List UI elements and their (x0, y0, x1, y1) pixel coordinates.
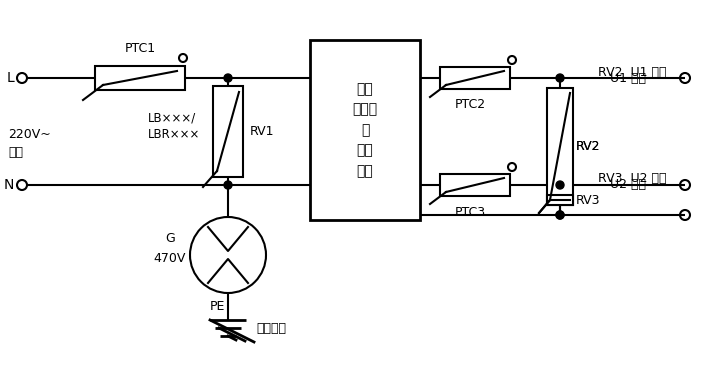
Text: 输入: 输入 (8, 146, 23, 158)
Circle shape (190, 217, 266, 293)
Text: PTC2: PTC2 (454, 99, 486, 112)
Text: LB×××/: LB×××/ (148, 112, 196, 124)
Text: G: G (165, 232, 175, 245)
Text: L: L (6, 71, 14, 85)
Bar (440, 67, 510, 89)
Circle shape (556, 211, 564, 219)
Text: N: N (4, 178, 14, 192)
Bar (95, 66, 185, 90)
Text: 220V~: 220V~ (8, 129, 51, 141)
Circle shape (556, 74, 564, 82)
Text: RV1: RV1 (250, 125, 274, 138)
Text: U2 输出: U2 输出 (610, 178, 646, 192)
Text: PTC1: PTC1 (124, 42, 155, 54)
Circle shape (556, 211, 564, 219)
Circle shape (224, 181, 232, 189)
Text: U1 输出: U1 输出 (610, 71, 646, 85)
Text: RV2  U1 输出: RV2 U1 输出 (598, 65, 666, 79)
Text: PE: PE (210, 299, 226, 313)
Bar (213, 86, 243, 177)
Bar (310, 40, 420, 220)
Text: RV2: RV2 (576, 140, 600, 153)
Text: 保护接地: 保护接地 (256, 322, 286, 335)
Text: RV2: RV2 (576, 140, 600, 153)
Text: RV3  U2 输出: RV3 U2 输出 (598, 172, 666, 186)
Circle shape (224, 74, 232, 82)
Text: PTC3: PTC3 (454, 206, 486, 218)
Text: 电源
变压器
或
开关
电源: 电源 变压器 或 开关 电源 (352, 82, 378, 178)
Bar (440, 174, 510, 196)
Text: 470V: 470V (154, 253, 186, 265)
Circle shape (556, 181, 564, 189)
Bar (547, 195, 573, 205)
Text: RV3: RV3 (576, 194, 600, 206)
Text: LBR×××: LBR××× (148, 127, 200, 141)
Bar (547, 88, 573, 205)
